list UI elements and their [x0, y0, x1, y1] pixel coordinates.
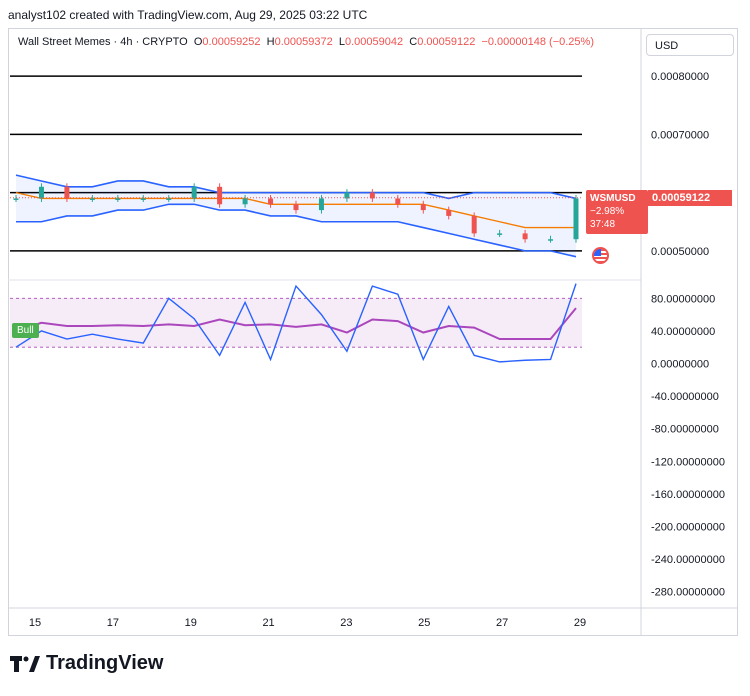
currency-button[interactable]: USD — [646, 34, 734, 56]
low-label: L — [338, 36, 345, 48]
chart-frame — [8, 28, 738, 636]
tradingview-logo-text: TradingView — [46, 652, 164, 674]
open-value: 0.00059252 — [202, 36, 261, 48]
high-value: 0.00059372 — [274, 36, 333, 48]
price-tag: WSMUSD −2.98% 37:48 — [586, 190, 648, 234]
price-tag-pct: −2.98% — [590, 206, 625, 217]
close-value: 0.00059122 — [417, 36, 476, 48]
price-tag-value: 0.00059122 — [648, 190, 732, 206]
symbol-ohlc-legend: Wall Street Memes · 4h · CRYPTO O0.00059… — [18, 36, 594, 48]
price-tag-ticker: WSMUSD — [590, 193, 636, 204]
chart-credit: analyst102 created with TradingView.com,… — [8, 8, 368, 22]
us-flag-icon — [592, 247, 609, 264]
price-tag-price: 0.00059122 — [652, 192, 711, 204]
bull-badge: Bull — [12, 323, 39, 338]
price-tag-countdown: 37:48 — [590, 219, 616, 230]
close-label: C — [409, 36, 418, 48]
symbol-name: Wall Street Memes · 4h · CRYPTO — [18, 36, 188, 48]
change-value: −0.00000148 (−0.25%) — [481, 36, 594, 48]
tradingview-logo[interactable]: TradingView — [10, 652, 163, 675]
tradingview-logo-icon — [10, 655, 40, 672]
low-value: 0.00059042 — [345, 36, 404, 48]
high-label: H — [266, 36, 275, 48]
open-label: O — [193, 36, 203, 48]
bull-badge-label: Bull — [17, 325, 34, 336]
